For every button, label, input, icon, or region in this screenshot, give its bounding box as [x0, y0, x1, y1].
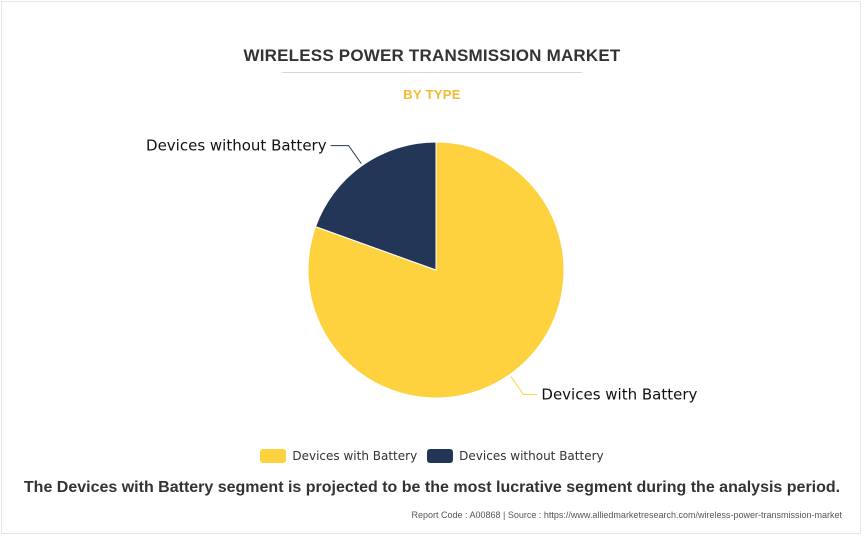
chart-title: WIRELESS POWER TRANSMISSION MARKET [243, 46, 621, 65]
legend-item-devices-without-battery: Devices without Battery [427, 449, 604, 463]
legend-label-devices-without-battery: Devices without Battery [459, 449, 604, 463]
chart-caption: The Devices with Battery segment is proj… [23, 479, 841, 496]
slice-label-devices-with-battery: Devices with Battery [541, 385, 697, 403]
leader-line-devices-without-battery [330, 145, 362, 164]
source-footer: Report Code : A00868 | Source : https://… [411, 510, 842, 520]
legend-label-devices-with-battery: Devices with Battery [292, 449, 418, 463]
title-divider [282, 72, 582, 73]
chart-subtitle: BY TYPE [403, 87, 461, 102]
legend-swatch-devices-without-battery [427, 449, 454, 463]
legend-item-devices-with-battery: Devices with Battery [260, 449, 417, 463]
legend-swatch-devices-with-battery [260, 449, 287, 463]
slice-label-devices-without-battery: Devices without Battery [146, 137, 327, 155]
pie-slice-devices-without-battery [314, 141, 437, 271]
leader-line-devices-with-battery [510, 376, 538, 395]
legend: Devices with Battery Devices without Bat… [0, 449, 864, 463]
